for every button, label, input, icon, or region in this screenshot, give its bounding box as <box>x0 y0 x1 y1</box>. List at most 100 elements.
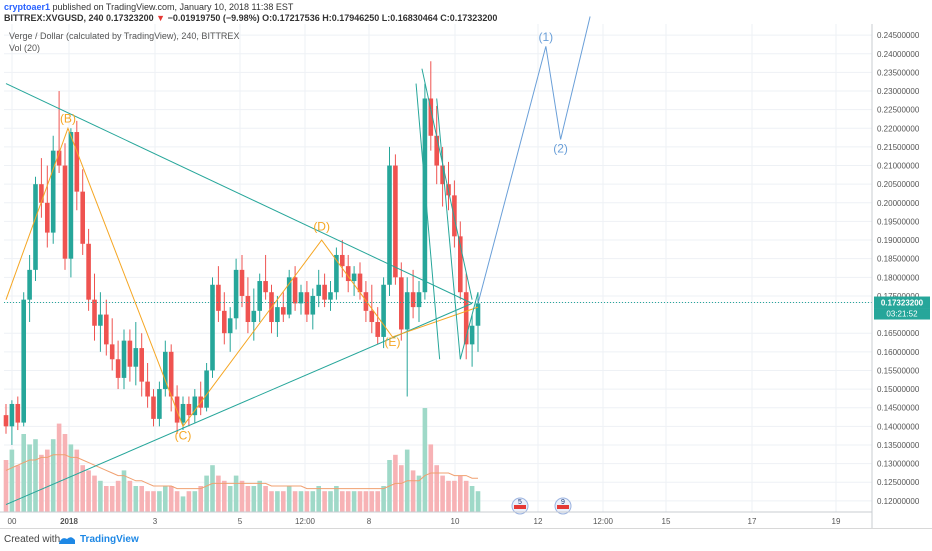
volume-bar-71 <box>422 408 428 512</box>
time-tick-0: 00 <box>8 517 17 526</box>
candle-body-48 <box>286 277 292 315</box>
candle-body-31 <box>186 403 192 416</box>
candle-body-54 <box>322 284 327 300</box>
volume-bar-9 <box>56 423 62 512</box>
price-tick-19: 0.15000000 <box>877 385 920 394</box>
volume-bar-11 <box>68 444 74 512</box>
volume-bar-56 <box>334 486 339 512</box>
event-count-1: 9 <box>561 499 565 506</box>
time-tick-2: 3 <box>153 517 158 526</box>
pattern-label-3: (E) <box>384 335 400 349</box>
time-tick-10: 17 <box>748 517 757 526</box>
ascending-trendline <box>5 302 473 506</box>
volume-bar-22 <box>133 486 139 512</box>
price-tick-1: 0.24000000 <box>877 50 920 59</box>
published-text: published on TradingView.com, January 10… <box>52 2 294 12</box>
candle-body-38 <box>227 318 233 334</box>
change-arrow-icon: ▼ <box>156 13 166 23</box>
candle-body-40 <box>239 269 245 296</box>
volume-bar-14 <box>86 470 91 512</box>
candle-body-66 <box>393 165 398 278</box>
volume-bar-13 <box>80 465 85 512</box>
volume-bar-53 <box>316 486 321 512</box>
volume-bar-28 <box>168 486 174 512</box>
candle-body-43 <box>257 281 262 311</box>
candle-body-17 <box>104 314 109 345</box>
candle-body-6 <box>39 184 44 203</box>
candle-body-36 <box>216 284 221 311</box>
volume-bar-33 <box>198 486 203 512</box>
candle-body-73 <box>434 135 439 166</box>
candle-body-55 <box>328 292 333 300</box>
time-tick-7: 12 <box>534 517 543 526</box>
volume-bar-32 <box>192 491 198 512</box>
volume-bar-27 <box>163 486 168 512</box>
symbol-legend[interactable]: Verge / Dollar (calculated by TradingVie… <box>9 31 240 41</box>
grid-lines <box>4 24 872 512</box>
volume-bar-63 <box>375 491 380 512</box>
volume-bar-57 <box>340 491 345 512</box>
candle-body-57 <box>340 254 345 267</box>
projection-path <box>477 16 591 304</box>
publish-line: cryptoaer1 published on TradingView.com,… <box>4 2 293 12</box>
price-tick-3: 0.23000000 <box>877 87 920 96</box>
price-tick-10: 0.19500000 <box>877 217 920 226</box>
volume-bar-18 <box>109 486 115 512</box>
candle-body-14 <box>86 243 91 300</box>
countdown-text: 03:21:52 <box>886 310 918 319</box>
volume-bar-73 <box>434 465 439 512</box>
volume-bar-48 <box>286 486 292 512</box>
candle-body-60 <box>357 273 363 293</box>
volume-bar-0 <box>3 460 9 512</box>
time-tick-4: 12:00 <box>295 517 316 526</box>
volume-bar-20 <box>121 470 127 512</box>
time-tick-6: 10 <box>451 517 460 526</box>
pattern-label-4: (1) <box>539 30 554 44</box>
candle-body-7 <box>45 202 50 233</box>
price-tick-13: 0.18000000 <box>877 273 920 282</box>
event-count-0: 5 <box>518 499 522 506</box>
candle-body-3 <box>21 299 26 423</box>
volume-ma-path <box>5 454 478 490</box>
volume-bar-43 <box>257 480 262 512</box>
author-link[interactable]: cryptoaer1 <box>4 2 51 12</box>
price-tick-25: 0.12000000 <box>877 497 920 506</box>
descending-trendline <box>5 83 473 304</box>
pattern-label-0: (B) <box>60 112 76 126</box>
tradingview-brand[interactable]: TradingView <box>80 534 139 545</box>
candle-body-49 <box>292 277 298 304</box>
volume-bar-31 <box>186 491 192 512</box>
volume-legend[interactable]: Vol (20) <box>9 43 41 53</box>
price-tick-2: 0.23500000 <box>877 68 920 77</box>
footer: Created with TradingView <box>0 528 932 551</box>
candle-body-13 <box>80 191 85 244</box>
volume-bar-7 <box>45 449 50 512</box>
candle-body-74 <box>440 165 445 185</box>
price-tick-12: 0.18500000 <box>877 255 920 264</box>
last-price-tag-text: 0.17323200 <box>881 299 924 308</box>
candle-body-10 <box>62 165 68 259</box>
price-tick-14: 0.17500000 <box>877 292 920 301</box>
candle-body-11 <box>68 132 74 259</box>
candle-body-71 <box>422 98 428 293</box>
price-tick-8: 0.20500000 <box>877 180 920 189</box>
price-tick-20: 0.14500000 <box>877 404 920 413</box>
price-tick-6: 0.21500000 <box>877 143 920 152</box>
candle-body-62 <box>369 310 375 323</box>
candle-body-0 <box>3 415 9 427</box>
volume-bar-24 <box>145 491 150 512</box>
abcde-wave-path <box>5 126 479 428</box>
tradingview-logo-icon <box>59 537 75 544</box>
volume-bar-52 <box>310 491 316 512</box>
volume-bar-49 <box>292 491 298 512</box>
volume-bar-42 <box>251 486 257 512</box>
volume-bar-23 <box>139 486 144 512</box>
price-tick-21: 0.14000000 <box>877 422 920 431</box>
volume-bar-40 <box>239 480 245 512</box>
volume-bar-29 <box>174 491 180 512</box>
candle-body-37 <box>222 310 227 334</box>
time-tick-8: 12:00 <box>593 517 614 526</box>
volume-bar-54 <box>322 491 327 512</box>
